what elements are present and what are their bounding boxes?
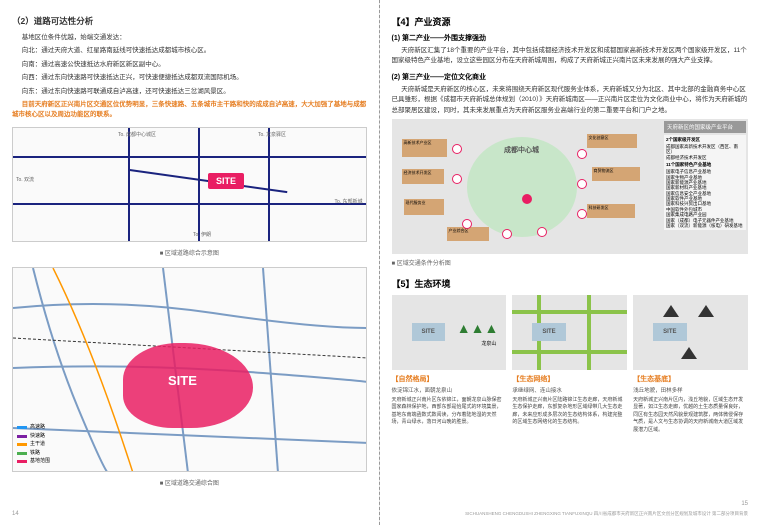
industry-map: 成都中心城 高新技术产业区 经济技术开发区 现代服务业 文化创意区 商贸物流区 … [392, 119, 749, 254]
map-label: To. 双流 [16, 176, 34, 183]
map-label: To. 龙泉驿区 [258, 131, 286, 138]
eco-item-2: SITE 【生态网络】 承继绿网、连山接水 天府新城正兴南片区陆路锦江生态走廊，… [512, 295, 627, 435]
footer-text: SICHUANSHENG CHENGDUSHI ZHENGXING TIANFU… [465, 511, 748, 517]
map-label: To. 成都中心城区 [118, 131, 156, 138]
section-heading: （2）道路可达性分析 [12, 15, 367, 27]
map-caption: ■ 区域交通条件分析图 [392, 258, 749, 267]
subsection: (2) 第三产业——定位文化商业 [392, 72, 749, 82]
para: 向北：通过天府大道、红星路南延线可快速抵达成都城市核心区。 [12, 46, 367, 56]
map-regional-roads: SITE To. 成都中心城区 To. 龙泉驿区 To. 东部新城 To. 双流… [12, 127, 367, 242]
subsection: (1) 第二产业——外围支撑强劲 [392, 33, 749, 43]
para: 天府新城是天府新区的核心区，未来将围绕天府新区现代服务业体系，天府新城又分为北区… [392, 85, 749, 116]
para: 向东：通过东向快速路可联通成自泸高速，还可快速抵达三岔湖风景区。 [12, 87, 367, 97]
para: 基地区位条件优越，始端交通发达： [12, 33, 367, 43]
ecology-grid: SITE ▲▲▲ 龙泉山 【自然格局】 依淀锦江水，面朝龙泉山 天府新城正兴南片… [392, 295, 749, 435]
highlight-para: 目前天府新区正兴南片区交通区位优势明显，三条快速路、五条城市主干路和快的成成自泸… [12, 100, 367, 121]
eco-item-3: SITE 【生态基底】 浅丘地貌，田林多样 天府新城正兴南片区内，浅丘地貌，区域… [633, 295, 748, 435]
map-transport: SITE 高速路 快速路 主干道 铁路 基地范围 [12, 267, 367, 472]
industry-legend: 天府新区的国家级产业平台 2个国家级开发区 成都国家高新技术开发区（西区、南区）… [664, 121, 746, 230]
para: 向西：通过东向快速路可快速抵达正兴，可快速便捷抵达成都双流国际机场。 [12, 73, 367, 83]
map-label: To. 东部新城 [334, 198, 362, 205]
map-label: To. 伊朗 [193, 231, 211, 238]
section-4-title: 【4】产业资源 [392, 15, 749, 28]
para: 天府新区汇集了18个重要的产业平台，其中包括成都经济技术开发区和成都国家高新技术… [392, 46, 749, 67]
site-badge: SITE [208, 173, 244, 189]
page-number: 15 [741, 501, 748, 507]
map-caption: ■ 区域道路综合示意图 [12, 248, 367, 257]
section-5-title: 【5】生态环境 [392, 277, 749, 290]
page-number: 14 [12, 511, 19, 517]
map-caption: ■ 区域道路交通综合图 [12, 478, 367, 487]
map-legend: 高速路 快速路 主干道 铁路 基地范围 [17, 424, 50, 467]
eco-item-1: SITE ▲▲▲ 龙泉山 【自然格局】 依淀锦江水，面朝龙泉山 天府新城正兴南片… [392, 295, 507, 435]
central-city: 成都中心城 [467, 137, 577, 237]
site-label: SITE [168, 373, 197, 388]
para: 向南：通过高速公快速抵达水府新区新区副中心。 [12, 60, 367, 70]
